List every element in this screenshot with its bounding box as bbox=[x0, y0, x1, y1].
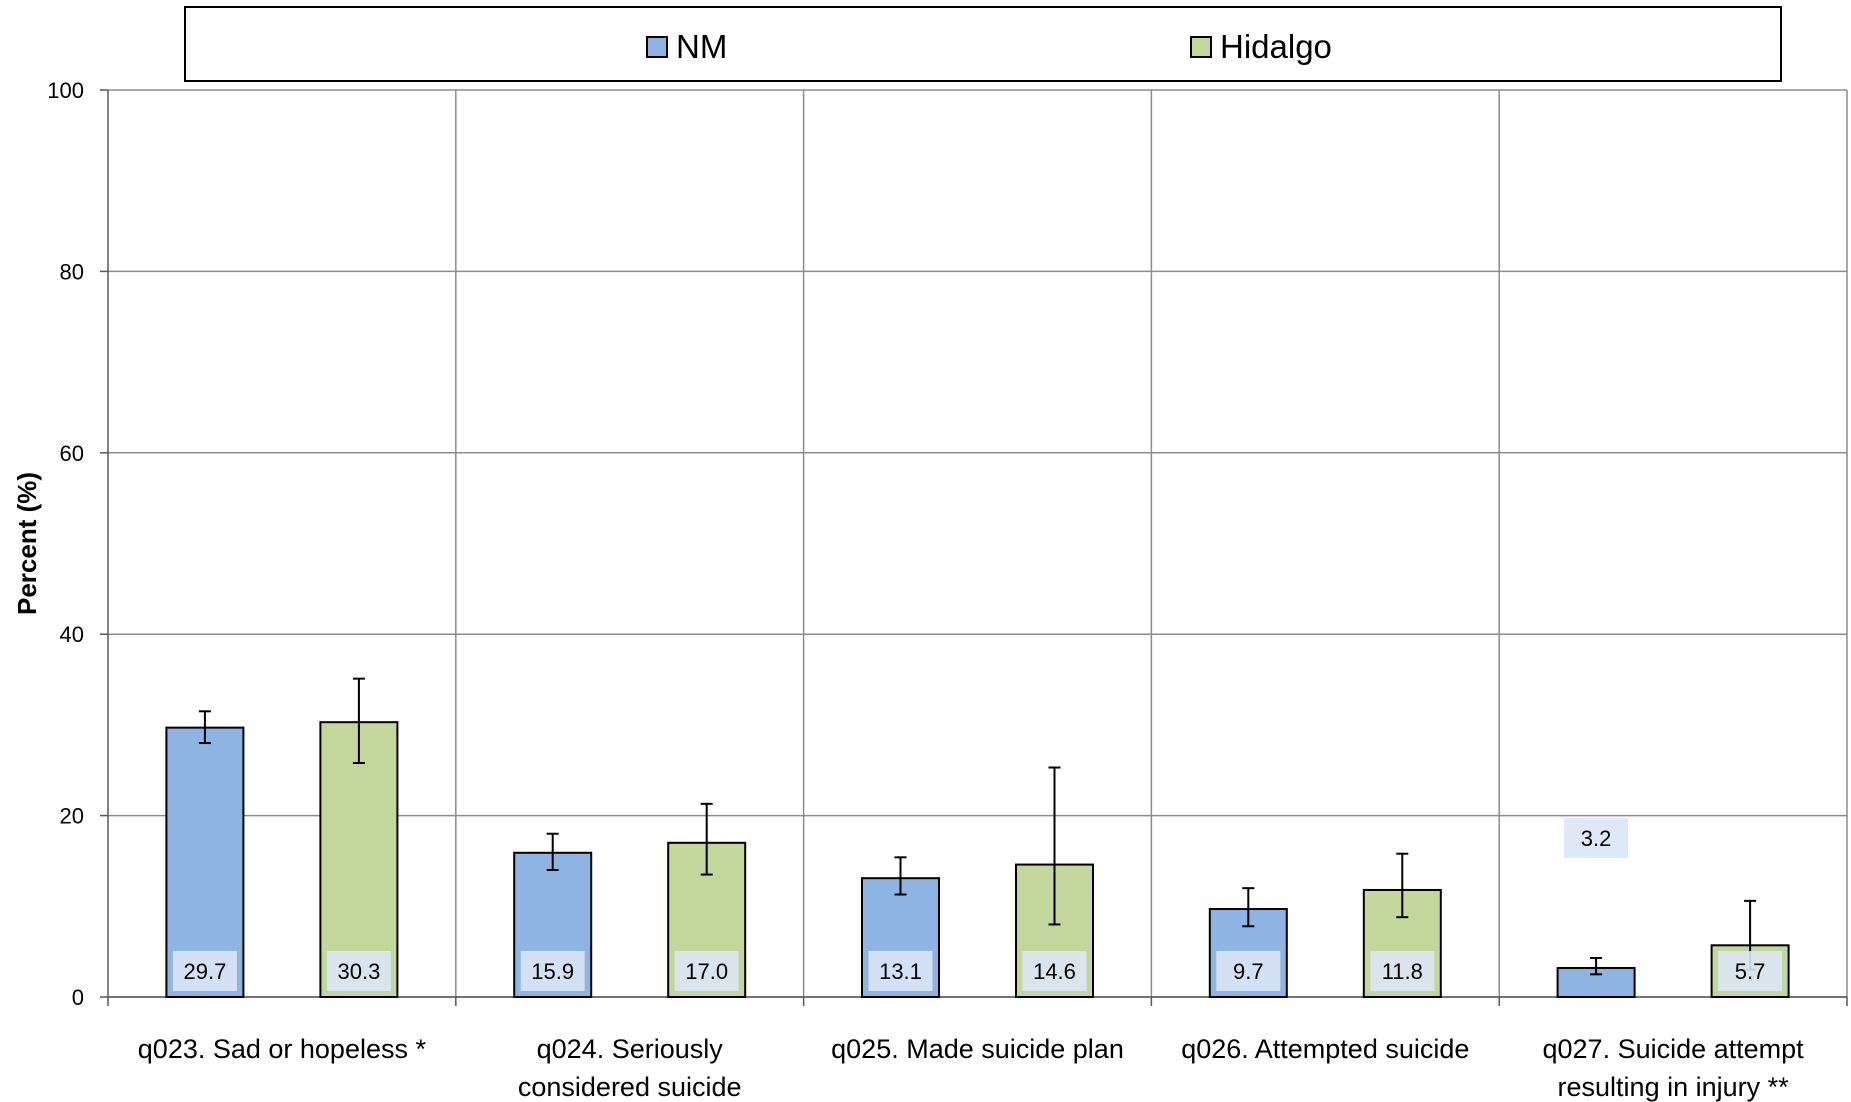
category-label-5-line-1: q027. Suicide attempt bbox=[1543, 1034, 1805, 1064]
legend-item-hidalgo: Hidalgo bbox=[1190, 28, 1332, 66]
data-label-bg-hidalgo-4 bbox=[1370, 951, 1435, 991]
y-tick-label-0: 0 bbox=[72, 985, 84, 1010]
data-label-bg-hidalgo-2 bbox=[674, 951, 739, 991]
category-label-1: q023. Sad or hopeless * bbox=[138, 1034, 427, 1064]
data-label-bg-hidalgo-3 bbox=[1022, 951, 1087, 991]
data-label-bg-hidalgo-1 bbox=[326, 951, 391, 991]
data-label-bg-nm-3 bbox=[868, 951, 933, 991]
data-label-hidalgo-5: 5.7 bbox=[1735, 959, 1766, 984]
data-label-bg-nm-2 bbox=[520, 951, 585, 991]
data-label-hidalgo-1: 30.3 bbox=[337, 959, 380, 984]
data-label-bg-nm-4 bbox=[1216, 951, 1281, 991]
y-tick-label-40: 40 bbox=[60, 622, 84, 647]
category-label-3: q025. Made suicide plan bbox=[831, 1034, 1124, 1064]
data-label-bg-hidalgo-5 bbox=[1718, 951, 1783, 991]
data-label-nm-4: 9.7 bbox=[1233, 959, 1264, 984]
y-tick-label-60: 60 bbox=[60, 441, 84, 466]
category-label-2-line-1: q024. Seriously bbox=[537, 1034, 724, 1064]
legend-item-nm: NM bbox=[646, 28, 727, 66]
y-tick-label-20: 20 bbox=[60, 804, 84, 829]
category-label-5-line-2: resulting in injury ** bbox=[1558, 1072, 1790, 1102]
legend-swatch-hidalgo bbox=[1190, 36, 1212, 58]
y-tick-label-100: 100 bbox=[47, 78, 84, 103]
y-tick-label-80: 80 bbox=[60, 259, 84, 284]
category-label-2-line-2: considered suicide bbox=[518, 1072, 742, 1102]
legend-label-nm: NM bbox=[676, 28, 728, 65]
data-label-nm-1: 29.7 bbox=[183, 959, 226, 984]
legend: NM Hidalgo bbox=[184, 6, 1782, 82]
data-label-hidalgo-4: 11.8 bbox=[1382, 959, 1423, 984]
data-label-hidalgo-2: 17.0 bbox=[685, 959, 728, 984]
y-axis-label: Percent (%) bbox=[12, 472, 42, 615]
category-label-4: q026. Attempted suicide bbox=[1181, 1034, 1469, 1064]
legend-label-hidalgo: Hidalgo bbox=[1220, 28, 1332, 65]
data-label-nm-2: 15.9 bbox=[531, 959, 574, 984]
data-label-bg-nm-1 bbox=[172, 951, 237, 991]
data-label-hidalgo-3: 14.6 bbox=[1033, 959, 1076, 984]
data-label-bg-nm-5 bbox=[1564, 818, 1629, 858]
data-label-nm-3: 13.1 bbox=[879, 959, 922, 984]
legend-swatch-nm bbox=[646, 36, 668, 58]
data-label-nm-5: 3.2 bbox=[1581, 826, 1612, 851]
